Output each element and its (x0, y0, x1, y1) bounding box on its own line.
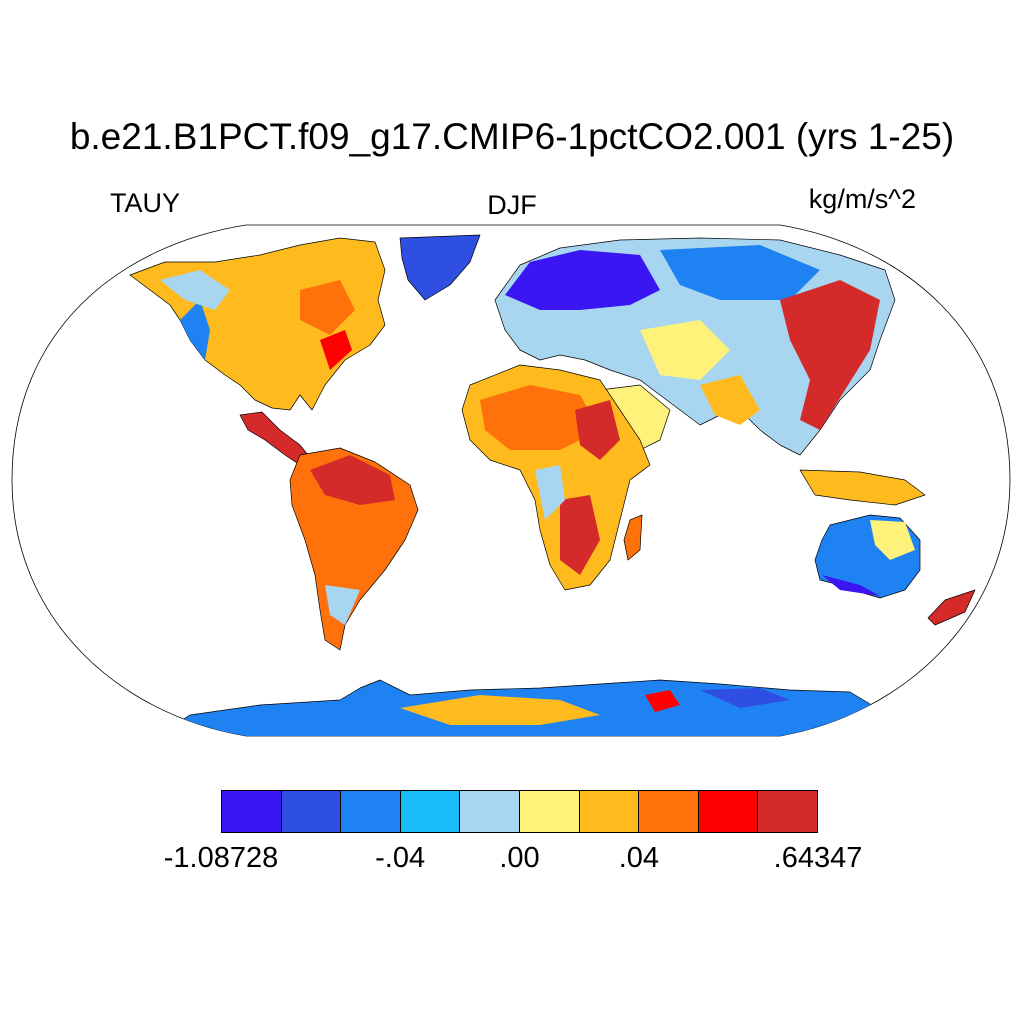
region-siberia (660, 245, 820, 300)
units-label: kg/m/s^2 (808, 184, 916, 214)
region-east-asia (780, 280, 880, 430)
region-sahara (480, 385, 600, 450)
colorbar-box-9 (758, 791, 817, 832)
season-label: DJF (487, 190, 537, 220)
region-antarctica-hot (645, 690, 680, 712)
region-antarctica-warm (400, 695, 600, 725)
region-sa-south (325, 585, 360, 625)
colorbar-box-6 (579, 791, 640, 832)
colorbar (221, 790, 818, 833)
region-southern-africa (560, 495, 600, 575)
colorbar-tick-label: .00 (499, 842, 540, 874)
region-antarctica-cold (700, 688, 790, 708)
region-sa-north (310, 455, 395, 505)
colorbar-box-2 (341, 791, 401, 832)
colorbar-tick-label: .64347 (773, 842, 863, 874)
colorbar-box-3 (400, 791, 461, 832)
region-na-east (300, 280, 355, 335)
region-na-warm (320, 330, 352, 370)
region-madagascar (623, 514, 643, 561)
region-new-zealand (927, 589, 976, 626)
region-australia-north (870, 520, 915, 560)
plot-title: b.e21.B1PCT.f09_g17.CMIP6-1pctCO2.001 (y… (69, 116, 955, 157)
colorbar-box-7 (639, 791, 699, 832)
colorbar-box-8 (698, 791, 759, 832)
region-na-cold (180, 300, 210, 360)
region-australia-south (822, 575, 880, 596)
region-south-asia (700, 375, 760, 425)
region-na-west (160, 270, 230, 310)
colorbar-tick-label: .04 (618, 842, 660, 874)
variable-label: TAUY (110, 188, 181, 218)
region-indonesia (799, 469, 926, 506)
colorbar-box-4 (460, 791, 520, 832)
colorbar-box-0 (222, 791, 282, 832)
colorbar-box-1 (281, 791, 342, 832)
colorbar-box-5 (519, 791, 580, 832)
region-eurasia-north (505, 250, 660, 310)
region-central-asia (640, 320, 730, 380)
region-africa-west (535, 465, 565, 520)
region-greenland (399, 234, 481, 301)
colorbar-tick-label: -1.08728 (163, 842, 279, 874)
region-east-africa (575, 400, 620, 460)
colorbar-tick-label: -.04 (375, 842, 426, 874)
